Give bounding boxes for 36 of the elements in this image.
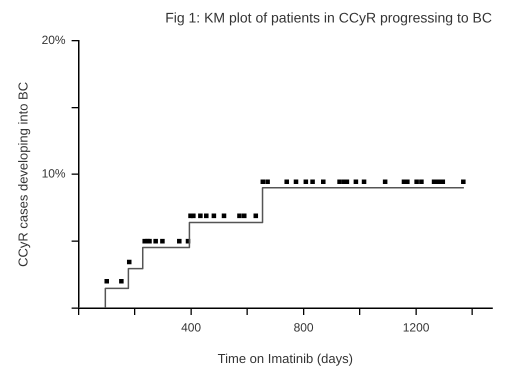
point [461,179,466,184]
point [337,179,342,184]
x-tick-label: 400 [181,320,202,335]
point [362,179,366,184]
point [310,179,315,184]
x-tick-label: 800 [294,320,314,335]
point [382,179,388,184]
point [222,214,226,218]
x-axis-title: Time on Imatinib (days) [218,350,353,366]
point [254,214,258,218]
point [354,179,358,184]
point [212,214,216,218]
point [126,260,132,264]
point [304,179,308,184]
point [104,279,110,284]
point [198,214,203,218]
point [294,179,298,184]
point [204,214,209,218]
point [321,179,326,184]
point [177,238,182,244]
point [265,179,270,184]
point [284,179,289,184]
point [160,238,165,244]
y-tick-label: 10% [42,166,66,181]
point [260,179,266,184]
chart-title: Fig 1: KM plot of patients in CCyR progressing to BC [165,9,492,26]
y-tick-label: 20% [42,33,66,48]
point [237,214,242,218]
point [242,214,247,218]
y-axis-title: CCyR cases developing into BC [15,82,30,267]
point [119,279,124,284]
point [419,179,424,184]
point [191,214,196,218]
point [414,179,419,184]
x-tick-label: 1200 [402,320,430,335]
point [153,238,158,244]
